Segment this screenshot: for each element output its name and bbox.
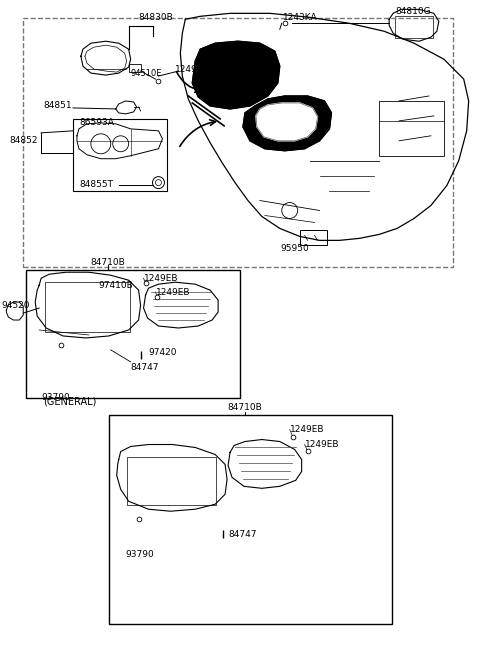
Bar [379, 101, 444, 156]
Text: 84852: 84852 [9, 136, 38, 145]
Polygon shape [256, 103, 318, 141]
Text: 1249EB: 1249EB [156, 288, 190, 297]
Text: 84747: 84747 [228, 530, 257, 538]
Text: 84710B: 84710B [228, 403, 263, 412]
Text: 1249EB: 1249EB [144, 274, 178, 283]
Text: 84855T: 84855T [79, 180, 113, 189]
Bar [129, 64, 141, 72]
Text: 95950: 95950 [280, 244, 309, 253]
Text: 94520: 94520 [1, 301, 30, 310]
Text: 1243KA: 1243KA [283, 13, 317, 22]
Text: 84747: 84747 [131, 364, 159, 372]
Text: 1249EB: 1249EB [305, 440, 339, 449]
Polygon shape [192, 41, 280, 109]
Text: 86593A: 86593A [79, 119, 114, 127]
Bar [109, 415, 392, 624]
Text: 97420: 97420 [148, 348, 177, 358]
Text: 84830B: 84830B [139, 13, 173, 22]
Text: 84851: 84851 [43, 102, 72, 111]
Bar [300, 231, 327, 246]
Text: 84810G: 84810G [395, 7, 431, 16]
Text: 1249EB: 1249EB [290, 425, 324, 434]
Text: 94510E: 94510E [131, 69, 162, 77]
Ellipse shape [249, 67, 261, 79]
Text: 97410B: 97410B [99, 281, 133, 290]
Bar [395, 16, 433, 38]
Bar [26, 271, 240, 398]
Bar [127, 457, 216, 505]
Polygon shape [243, 96, 332, 151]
Bar [73, 119, 168, 191]
Text: 84710B: 84710B [90, 258, 125, 267]
Text: (GENERAL): (GENERAL) [43, 397, 96, 407]
Text: 1249EB: 1249EB [175, 65, 210, 73]
Text: 93790: 93790 [126, 550, 155, 559]
Bar [45, 282, 130, 332]
Text: 93790: 93790 [41, 393, 70, 402]
Ellipse shape [209, 50, 261, 102]
Ellipse shape [207, 71, 223, 87]
Bar [23, 18, 453, 267]
